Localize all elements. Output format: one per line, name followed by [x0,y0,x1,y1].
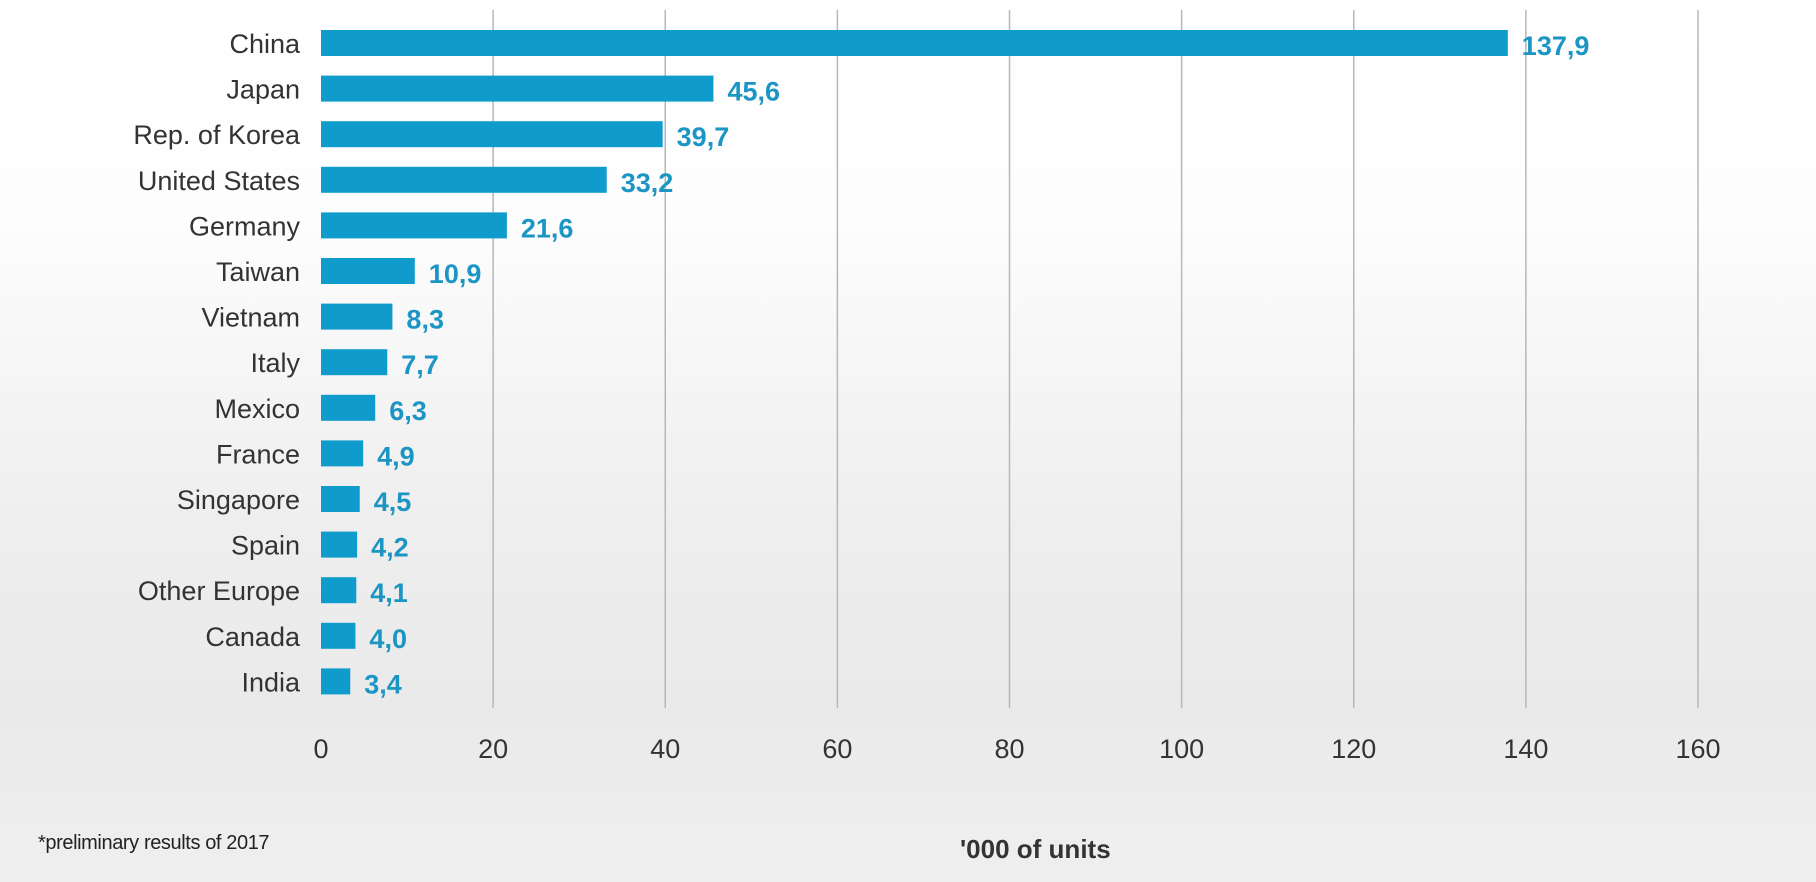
bar [321,349,388,376]
bar [321,303,393,330]
x-tick-label: 120 [1331,734,1376,764]
value-label: 21,6 [521,213,574,243]
footnote: *preliminary results of 2017 [38,832,270,854]
bar [321,75,714,102]
bar [321,577,357,604]
category-label: Rep. of Korea [133,120,301,150]
x-tick-label: 100 [1159,734,1204,764]
x-axis-label: '000 of units [960,834,1111,864]
category-label: Spain [231,531,300,561]
x-tick-label: 80 [994,734,1024,764]
category-label: China [229,29,301,59]
gridlines [492,10,1699,708]
bar [321,394,376,421]
bar [321,121,663,148]
bar [321,531,358,558]
category-label: United States [138,166,300,196]
bar [321,440,364,467]
value-label: 10,9 [429,259,482,289]
value-label: 3,4 [364,669,402,699]
bar [321,668,351,695]
x-tick-label: 20 [478,734,508,764]
category-label: Canada [205,622,301,652]
bar [321,258,415,284]
value-label: 4,5 [374,487,412,517]
category-label: Taiwan [216,257,300,287]
x-tick-labels: 0 20 40 60 80 100 120 140 160 [313,734,1720,764]
category-label: Germany [189,211,301,241]
value-label: 6,3 [389,396,427,426]
bars [321,30,1508,695]
category-label: France [216,439,300,469]
value-label: 4,1 [370,578,408,608]
value-label: 137,9 [1522,31,1590,61]
x-tick-label: 140 [1503,734,1548,764]
bar [321,30,1508,56]
x-tick-label: 40 [650,734,680,764]
value-labels: 137,9 45,6 39,733,2 21,6 10,9 8,3 7,7 6,3 4,9 4,5… [364,31,1589,699]
bar [321,212,507,239]
bar [321,166,607,193]
category-labels: China Japan Rep. of Korea United States Germ… [133,29,301,697]
value-label: 7,7 [401,350,439,380]
bar [321,486,360,512]
category-label: Singapore [177,485,300,515]
value-label: 4,0 [369,624,407,654]
category-label: Vietnam [201,303,300,333]
value-label: 4,2 [371,533,409,563]
category-label: India [241,667,301,697]
value-label: 33,2 [621,168,674,198]
category-label: Italy [250,348,300,378]
value-label: 45,6 [727,77,780,107]
x-tick-label: 0 [313,734,328,764]
value-label: 4,9 [377,441,415,471]
category-label: Mexico [214,394,300,424]
category-label: Other Europe [138,576,300,606]
x-tick-label: 160 [1675,734,1720,764]
value-label: 39,7 [677,122,730,152]
bar [321,622,356,649]
category-label: Japan [226,75,300,105]
x-tick-label: 60 [822,734,852,764]
value-label: 8,3 [406,305,444,335]
